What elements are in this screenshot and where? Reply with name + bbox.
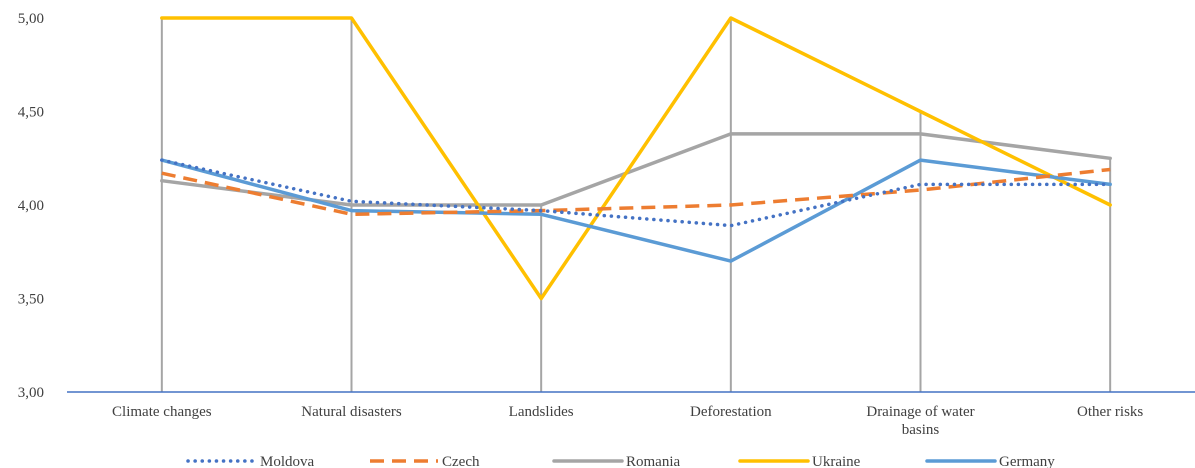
x-axis-categories: Climate changes Natural disasters Landslid… [112,404,1143,438]
x-category-label: Drainage of water [866,404,974,420]
legend-label: Ukraine [812,454,861,468]
x-category-label: Natural disasters [301,404,402,420]
y-tick-label: 4,50 [18,105,44,121]
series-line-germany [160,158,1112,263]
legend: Moldova Czech Romania Ukraine Germany [186,454,1055,468]
legend-item-ukraine: Ukraine [738,454,861,468]
series-line-czech [161,167,1111,217]
x-category-label: Landslides [509,404,574,420]
x-category-label: Deforestation [690,404,772,420]
y-tick-label: 3,00 [18,385,44,401]
legend-label: Romania [626,454,680,468]
series-line-ukraine [160,16,1112,301]
legend-label: Moldova [260,454,315,468]
drop-lines [160,18,1112,392]
y-tick-label: 5,00 [18,11,44,27]
series-line-romania [160,132,1112,207]
legend-item-germany: Germany [925,454,1055,468]
legend-item-moldova: Moldova [186,454,315,468]
legend-item-czech: Czech [370,454,480,468]
x-category-label: Other risks [1077,404,1143,420]
legend-item-romania: Romania [552,454,680,468]
series-lines [160,16,1112,301]
legend-label: Czech [442,454,480,468]
y-axis-ticks: 3,00 3,50 4,00 4,50 5,00 [18,11,44,401]
series-line-moldova [160,158,1112,228]
legend-label: Germany [999,454,1055,468]
y-tick-label: 3,50 [18,292,44,308]
y-tick-label: 4,00 [18,198,44,214]
x-category-label: Climate changes [112,404,212,420]
x-category-label: basins [902,422,940,438]
